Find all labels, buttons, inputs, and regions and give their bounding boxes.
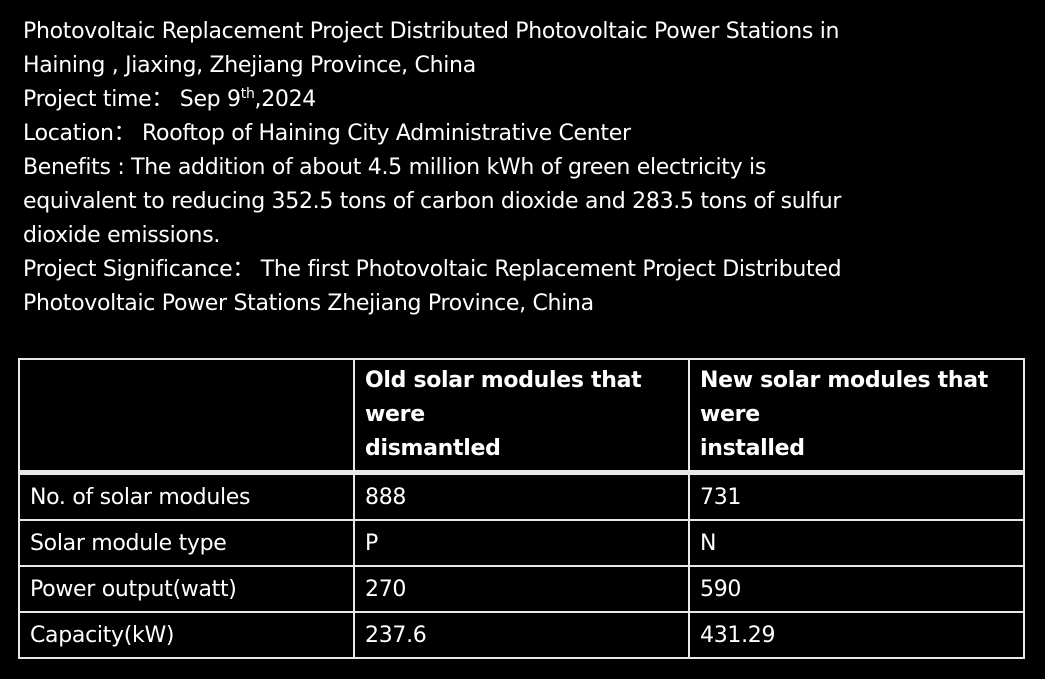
old-value: 270	[353, 565, 690, 613]
new-value: 431.29	[688, 611, 1025, 659]
significance-line-1: Project Significance： The first Photovol…	[23, 257, 842, 282]
benefits-line-2: equivalent to reducing 352.5 tons of car…	[23, 189, 842, 214]
significance-line-2: Photovoltaic Power Stations Zhejiang Pro…	[23, 291, 594, 316]
old-value: P	[353, 519, 690, 567]
table-row: Solar module type P N	[18, 519, 1025, 567]
table-row: Power output(watt) 270 590	[18, 565, 1025, 613]
row-label: Power output(watt)	[18, 565, 355, 613]
table-row: Capacity(kW) 237.6 431.29	[18, 611, 1025, 659]
title-line-2: Haining , Jiaxing, Zhejiang Province, Ch…	[23, 53, 476, 78]
row-label: Capacity(kW)	[18, 611, 355, 659]
project-time: Project time： Sep 9th,2024	[23, 83, 841, 117]
old-value: 237.6	[353, 611, 690, 659]
title-line-1: Photovoltaic Replacement Project Distrib…	[23, 19, 840, 44]
new-value: 590	[688, 565, 1025, 613]
new-value: N	[688, 519, 1025, 567]
new-value: 731	[688, 471, 1025, 521]
project-description: Photovoltaic Replacement Project Distrib…	[23, 15, 842, 321]
header-old-modules: Old solar modules that were dismantled	[353, 358, 690, 474]
location: Location： Rooftop of Haining City Admini…	[23, 121, 631, 146]
project-time-year: ,2024	[254, 87, 317, 112]
benefits-line-1: Benefits : The addition of about 4.5 mil…	[23, 155, 766, 180]
project-time-label: Project time：	[23, 87, 174, 112]
table-row: No. of solar modules 888 731	[18, 471, 1025, 521]
header-empty	[18, 358, 355, 474]
benefits-line-3: dioxide emissions.	[23, 223, 221, 248]
old-value: 888	[353, 471, 690, 521]
row-label: Solar module type	[18, 519, 355, 567]
header-new-modules: New solar modules that were installed	[688, 358, 1025, 474]
project-time-date: Sep 9	[179, 87, 241, 112]
table-header-row: Old solar modules that were dismantled N…	[18, 358, 1025, 474]
ordinal-suffix: th	[240, 86, 255, 102]
modules-comparison-table: Old solar modules that were dismantled N…	[18, 358, 1025, 659]
row-label: No. of solar modules	[18, 471, 355, 521]
